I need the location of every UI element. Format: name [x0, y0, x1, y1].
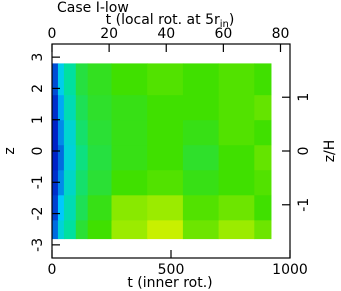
- heat-cell: [112, 220, 148, 239]
- heat-cell: [254, 195, 271, 221]
- y-tick-label: -3: [30, 238, 46, 252]
- heat-cell: [52, 195, 58, 221]
- heat-cell: [88, 220, 112, 239]
- heat-cell: [64, 145, 76, 171]
- heat-cell: [58, 63, 64, 95]
- heat-cell: [64, 170, 76, 196]
- heat-cell: [254, 145, 271, 171]
- heat-cell: [58, 145, 64, 171]
- y-tick-label: 0: [30, 147, 46, 156]
- heat-cell: [64, 120, 76, 146]
- heat-cell: [219, 95, 255, 121]
- x2-tick-label: 20: [100, 26, 118, 42]
- heat-cell: [183, 195, 219, 221]
- heat-cell: [76, 63, 88, 95]
- x-tick-label: 1000: [272, 262, 308, 278]
- y2-tick-label: 1: [296, 93, 312, 102]
- heat-cell: [147, 220, 183, 239]
- heat-cell: [88, 63, 112, 95]
- heat-cell: [52, 220, 58, 239]
- heat-cell: [254, 220, 271, 239]
- heat-cell: [58, 195, 64, 221]
- heat-cell: [52, 145, 58, 171]
- heat-cell: [254, 63, 271, 95]
- y-tick-label: -1: [30, 175, 46, 189]
- heat-cell: [88, 170, 112, 196]
- y2-tick-label: -1: [296, 198, 312, 212]
- heat-cell: [76, 145, 88, 171]
- heat-cell: [219, 195, 255, 221]
- heat-cell: [183, 170, 219, 196]
- heat-cell: [183, 145, 219, 171]
- x2-tick-label: 60: [214, 26, 232, 42]
- y-tick-label: -2: [30, 207, 46, 221]
- heat-cell: [64, 63, 76, 95]
- heat-cell: [254, 95, 271, 121]
- heat-cell: [112, 120, 148, 146]
- x2-tick-label: 0: [48, 26, 57, 42]
- heat-cell: [183, 120, 219, 146]
- heat-cell: [76, 170, 88, 196]
- heat-cell: [112, 195, 148, 221]
- heat-cell: [219, 63, 255, 95]
- heat-cell: [76, 195, 88, 221]
- heat-cell: [76, 120, 88, 146]
- heat-cell: [58, 120, 64, 146]
- heat-cell: [58, 95, 64, 121]
- heat-cell: [254, 120, 271, 146]
- heat-cell: [112, 63, 148, 95]
- heat-cell: [112, 170, 148, 196]
- heat-cell: [88, 95, 112, 121]
- y-tick-label: 2: [30, 84, 46, 93]
- heat-cell: [147, 120, 183, 146]
- heat-cell: [219, 145, 255, 171]
- x-tick-label: 500: [158, 262, 185, 278]
- heat-cell: [64, 195, 76, 221]
- heat-cell: [219, 220, 255, 239]
- heat-cell: [76, 95, 88, 121]
- heat-cell: [88, 145, 112, 171]
- heat-cell: [254, 170, 271, 196]
- y2-tick-label: 0: [296, 147, 312, 156]
- heat-cell: [183, 63, 219, 95]
- y-tick-label: 1: [30, 115, 46, 124]
- heat-cell: [64, 220, 76, 239]
- heat-cell: [52, 95, 58, 121]
- heat-cell: [147, 63, 183, 95]
- heat-cell: [52, 63, 58, 95]
- heat-cell: [183, 220, 219, 239]
- heat-cell: [147, 170, 183, 196]
- heat-cell: [112, 145, 148, 171]
- heat-cell: [147, 145, 183, 171]
- x2-tick-label: 80: [272, 26, 290, 42]
- y-axis-label: z: [2, 147, 18, 154]
- heat-cell: [147, 95, 183, 121]
- y-tick-label: 3: [30, 53, 46, 62]
- heat-cell: [183, 95, 219, 121]
- heat-cell: [52, 120, 58, 146]
- heat-cell: [112, 95, 148, 121]
- heat-cell: [88, 120, 112, 146]
- heat-cell: [58, 220, 64, 239]
- heat-cell: [219, 170, 255, 196]
- heat-cell: [76, 220, 88, 239]
- heat-cell: [147, 195, 183, 221]
- x2-tick-label: 40: [157, 26, 175, 42]
- heat-cell: [64, 95, 76, 121]
- x-tick-label: 0: [48, 262, 57, 278]
- heat-cell: [219, 120, 255, 146]
- heat-cell: [88, 195, 112, 221]
- y2-axis-label: z/H: [322, 140, 338, 163]
